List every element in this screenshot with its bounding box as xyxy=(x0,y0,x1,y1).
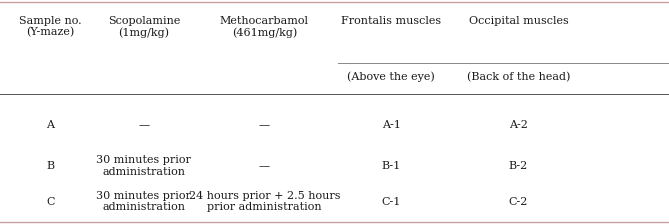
Text: B: B xyxy=(46,161,54,171)
Text: Frontalis muscles: Frontalis muscles xyxy=(341,16,442,26)
Text: C: C xyxy=(46,197,54,207)
Text: Methocarbamol
(461mg/kg): Methocarbamol (461mg/kg) xyxy=(219,16,309,38)
Text: C-1: C-1 xyxy=(382,197,401,207)
Text: A-2: A-2 xyxy=(509,121,528,130)
Text: C-2: C-2 xyxy=(509,197,528,207)
Text: 30 minutes prior
administration: 30 minutes prior administration xyxy=(96,155,191,177)
Text: 30 minutes prior
administration: 30 minutes prior administration xyxy=(96,191,191,212)
Text: Sample no.
(Y-maze): Sample no. (Y-maze) xyxy=(19,16,82,38)
Text: 24 hours prior + 2.5 hours
prior administration: 24 hours prior + 2.5 hours prior adminis… xyxy=(189,191,340,212)
Text: Scopolamine
(1mg/kg): Scopolamine (1mg/kg) xyxy=(108,16,180,38)
Text: B-1: B-1 xyxy=(382,161,401,171)
Text: —: — xyxy=(259,161,270,171)
Text: A: A xyxy=(46,121,54,130)
Text: Occipital muscles: Occipital muscles xyxy=(468,16,569,26)
Text: —: — xyxy=(138,121,149,130)
Text: B-2: B-2 xyxy=(509,161,528,171)
Text: (Back of the head): (Back of the head) xyxy=(467,72,570,82)
Text: —: — xyxy=(259,121,270,130)
Text: (Above the eye): (Above the eye) xyxy=(347,72,436,82)
Text: A-1: A-1 xyxy=(382,121,401,130)
